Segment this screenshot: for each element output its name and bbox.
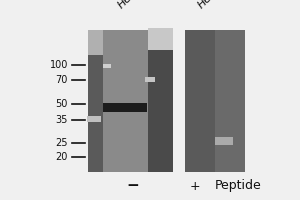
Text: 20: 20 <box>56 152 68 162</box>
Bar <box>215 30 245 172</box>
Text: 25: 25 <box>56 138 68 148</box>
Text: 50: 50 <box>56 99 68 109</box>
Bar <box>148 30 173 172</box>
Bar <box>173 30 185 172</box>
Bar <box>103 103 147 112</box>
Bar <box>88 30 245 172</box>
Text: 35: 35 <box>56 115 68 125</box>
Bar <box>88 30 103 172</box>
Bar <box>87 116 101 122</box>
Bar <box>88 30 103 55</box>
Text: 70: 70 <box>56 75 68 85</box>
Text: HeLa: HeLa <box>196 0 224 10</box>
Bar <box>145 77 155 82</box>
Text: HeLa: HeLa <box>116 0 144 10</box>
Bar <box>148 28 173 50</box>
Bar <box>215 137 233 145</box>
Bar <box>103 64 111 68</box>
Text: +: + <box>190 180 200 192</box>
Text: Peptide: Peptide <box>214 180 261 192</box>
Bar <box>103 30 148 172</box>
Bar <box>185 30 215 172</box>
Text: −: − <box>127 178 140 194</box>
Text: 100: 100 <box>50 60 68 70</box>
